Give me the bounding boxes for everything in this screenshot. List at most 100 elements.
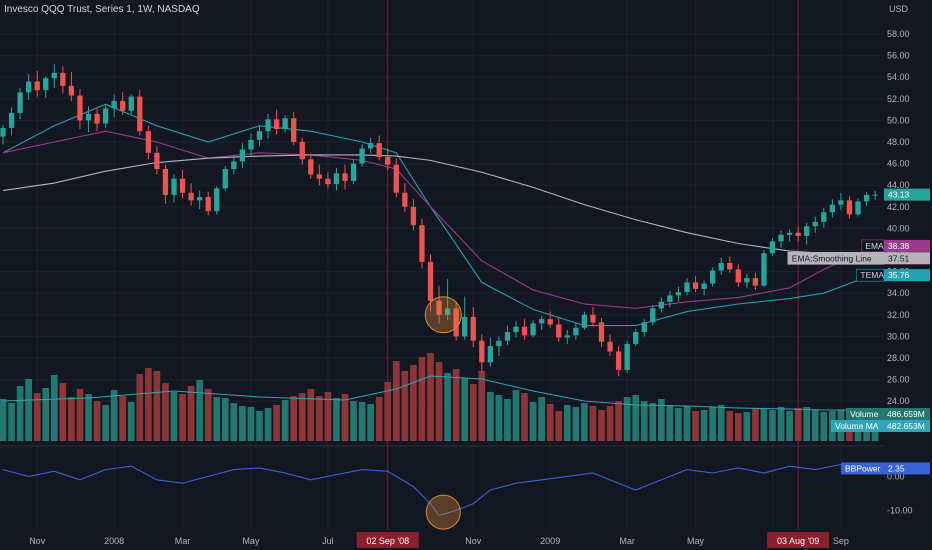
candle[interactable] xyxy=(316,174,323,179)
candle[interactable] xyxy=(838,200,844,205)
candle[interactable] xyxy=(68,85,75,96)
candle[interactable] xyxy=(196,197,203,201)
candle[interactable] xyxy=(829,204,836,213)
candle[interactable] xyxy=(17,92,23,113)
candle[interactable] xyxy=(556,324,562,338)
candle[interactable] xyxy=(872,194,878,196)
candle[interactable] xyxy=(325,178,331,185)
candle[interactable] xyxy=(231,161,237,169)
candle[interactable] xyxy=(795,232,801,236)
candle[interactable] xyxy=(43,78,49,91)
candle[interactable] xyxy=(402,192,408,207)
candle[interactable] xyxy=(462,316,468,337)
candle[interactable] xyxy=(214,188,220,212)
candle[interactable] xyxy=(470,316,476,341)
candle[interactable] xyxy=(410,206,417,226)
candle[interactable] xyxy=(684,282,690,293)
candle[interactable] xyxy=(299,142,305,160)
candle[interactable] xyxy=(650,308,656,323)
candle[interactable] xyxy=(34,81,40,91)
candle[interactable] xyxy=(8,112,15,128)
candle[interactable] xyxy=(479,340,485,363)
candle[interactable] xyxy=(752,278,759,286)
candle[interactable] xyxy=(222,169,228,189)
candle[interactable] xyxy=(624,343,630,370)
candle[interactable] xyxy=(171,178,177,195)
candle[interactable] xyxy=(154,152,160,169)
candle[interactable] xyxy=(598,322,605,342)
candle[interactable] xyxy=(128,96,134,111)
candle[interactable] xyxy=(308,159,314,175)
candle[interactable] xyxy=(692,282,699,289)
candle[interactable] xyxy=(60,72,66,86)
candle[interactable] xyxy=(137,96,143,132)
candle[interactable] xyxy=(804,226,810,236)
candle[interactable] xyxy=(718,262,724,271)
candle[interactable] xyxy=(273,119,280,130)
candle[interactable] xyxy=(727,262,733,270)
candle[interactable] xyxy=(367,143,374,149)
candle[interactable] xyxy=(487,346,494,363)
candle[interactable] xyxy=(855,201,861,215)
candle[interactable] xyxy=(530,323,536,336)
candle[interactable] xyxy=(205,197,211,212)
candle[interactable] xyxy=(786,232,793,235)
candle[interactable] xyxy=(376,143,382,158)
candle[interactable] xyxy=(496,340,502,347)
candle[interactable] xyxy=(162,169,169,195)
candle[interactable] xyxy=(812,221,818,227)
candle[interactable] xyxy=(0,127,6,137)
candle[interactable] xyxy=(333,173,340,185)
candle[interactable] xyxy=(94,113,100,124)
candle[interactable] xyxy=(291,118,297,142)
candle[interactable] xyxy=(393,164,399,193)
candle[interactable] xyxy=(282,118,288,130)
candle[interactable] xyxy=(342,173,348,181)
candle[interactable] xyxy=(769,241,776,254)
candle[interactable] xyxy=(359,148,365,164)
candle[interactable] xyxy=(436,300,442,315)
candle[interactable] xyxy=(444,308,451,315)
candle[interactable] xyxy=(641,322,647,333)
candle[interactable] xyxy=(51,72,57,79)
candle[interactable] xyxy=(846,200,853,215)
candle[interactable] xyxy=(102,108,109,124)
candle[interactable] xyxy=(504,332,511,341)
candle[interactable] xyxy=(735,269,741,283)
candle[interactable] xyxy=(427,261,434,301)
candle[interactable] xyxy=(675,292,682,296)
candle[interactable] xyxy=(145,131,152,153)
candle[interactable] xyxy=(248,139,254,150)
candle[interactable] xyxy=(547,319,553,325)
candle[interactable] xyxy=(633,332,639,344)
candle[interactable] xyxy=(590,314,596,323)
candle[interactable] xyxy=(761,253,767,286)
candle[interactable] xyxy=(658,301,665,309)
candle[interactable] xyxy=(188,192,194,201)
candle[interactable] xyxy=(111,100,117,109)
candle[interactable] xyxy=(256,131,263,140)
candle[interactable] xyxy=(521,326,528,336)
candle[interactable] xyxy=(564,335,570,338)
candle[interactable] xyxy=(821,212,827,222)
candle[interactable] xyxy=(701,283,707,289)
candle[interactable] xyxy=(453,308,459,337)
candle[interactable] xyxy=(239,149,246,162)
candle[interactable] xyxy=(513,326,519,333)
candle[interactable] xyxy=(538,319,545,324)
candle[interactable] xyxy=(615,351,622,370)
candle[interactable] xyxy=(120,100,126,111)
candle[interactable] xyxy=(385,157,391,165)
candle[interactable] xyxy=(667,295,673,302)
candle[interactable] xyxy=(607,341,613,352)
candle[interactable] xyxy=(25,81,32,93)
candle[interactable] xyxy=(863,194,870,202)
candle[interactable] xyxy=(350,163,357,181)
candle[interactable] xyxy=(581,314,588,328)
candle[interactable] xyxy=(709,270,716,284)
candle[interactable] xyxy=(179,178,186,193)
candle[interactable] xyxy=(419,225,425,262)
candle[interactable] xyxy=(265,119,271,132)
